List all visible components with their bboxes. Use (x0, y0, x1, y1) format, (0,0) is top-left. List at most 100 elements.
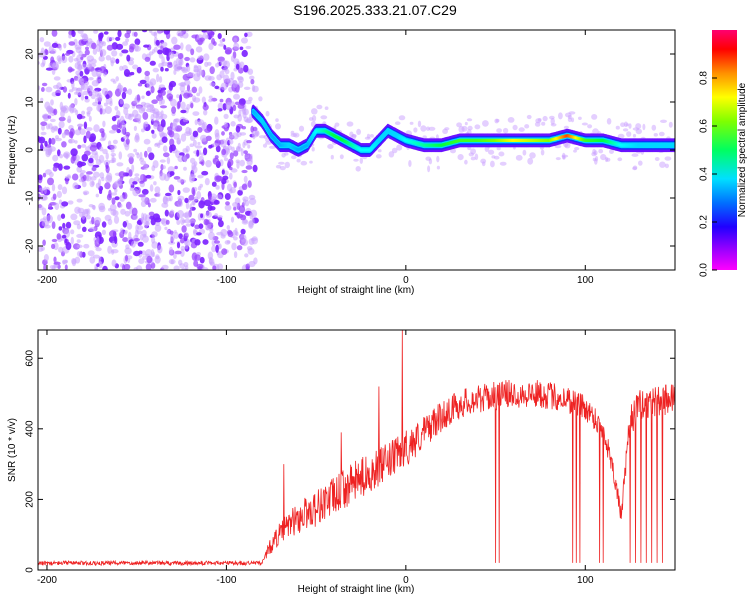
noise-dot (105, 152, 109, 160)
noise-dot (217, 33, 222, 40)
noise-dot (45, 67, 53, 71)
noise-dot (44, 140, 48, 147)
noise-dot (230, 216, 235, 223)
noise-dot (152, 160, 159, 169)
noise-dot (202, 239, 209, 245)
noise-dot (236, 161, 240, 169)
noise-dot (231, 146, 235, 152)
ridge-halo-dot (436, 165, 440, 170)
noise-dot (192, 139, 197, 147)
snr-x-ticks: -200 -100 0 100 (37, 330, 594, 586)
noise-dot (161, 136, 168, 143)
noise-dot (111, 259, 117, 267)
ridge-halo-dot (659, 161, 666, 168)
noise-dot (67, 92, 71, 99)
noise-dot (77, 207, 85, 214)
ridge-halo-dot (563, 125, 570, 130)
ridge-halo-dot (642, 123, 646, 131)
colorbar-tick-label: 0.8 (699, 71, 710, 85)
noise-dot (113, 215, 120, 224)
noise-dot (209, 261, 215, 267)
noise-dot (220, 228, 228, 237)
noise-dot (215, 185, 220, 190)
noise-dot (133, 43, 139, 52)
noise-dot (217, 102, 224, 110)
noise-dot (93, 254, 100, 259)
ridge-halo-dot (461, 125, 468, 132)
noise-dot (202, 121, 208, 130)
noise-dot (152, 67, 159, 73)
noise-dot (224, 193, 231, 200)
noise-dot (74, 98, 78, 106)
ridge-halo-dot (327, 144, 334, 149)
ridge-halo-dot (638, 160, 643, 166)
noise-dot (102, 148, 108, 155)
noise-dot (95, 182, 101, 189)
noise-dot (119, 98, 124, 105)
noise-dot (153, 31, 158, 38)
noise-dot (102, 120, 106, 128)
colorbar-ticks: 0.0 0.2 0.4 0.6 0.8 (699, 71, 717, 277)
noise-dot (79, 211, 85, 218)
ridge-halo-dot (369, 134, 374, 138)
noise-dot (240, 108, 246, 112)
noise-dot (240, 234, 247, 243)
noise-dot (223, 157, 229, 162)
noise-dot (79, 170, 86, 174)
noise-dot (179, 84, 186, 93)
noise-dot (76, 54, 84, 63)
x-tick-label: -200 (37, 575, 57, 586)
noise-dot (194, 239, 201, 246)
noise-dot (212, 265, 217, 270)
ridge-halo-dot (654, 157, 660, 161)
noise-dot (244, 253, 249, 258)
ridge-halo-dot (622, 128, 629, 132)
ridge-halo-dot (316, 104, 323, 110)
noise-dot (174, 165, 178, 170)
noise-dot (201, 137, 207, 142)
noise-dot (43, 263, 47, 270)
ridge-halo-dot (598, 149, 604, 154)
ridge-halo-dot (664, 163, 670, 169)
spectrogram-noise (38, 30, 259, 270)
noise-dot (87, 85, 94, 92)
noise-dot (99, 108, 103, 115)
noise-dot (237, 189, 243, 196)
noise-dot (85, 42, 90, 47)
noise-dot (38, 85, 41, 91)
noise-dot (176, 242, 181, 249)
noise-dot (91, 216, 95, 225)
noise-dot (122, 221, 128, 228)
y-tick-label: -20 (25, 238, 36, 253)
noise-dot (188, 194, 195, 201)
ridge-halo-dot (420, 125, 427, 132)
noise-dot (205, 34, 209, 40)
noise-dot (123, 263, 131, 270)
noise-dot (201, 170, 209, 176)
noise-dot (207, 251, 214, 260)
ridge-halo-dot (311, 146, 315, 152)
noise-dot (79, 173, 84, 177)
noise-dot (69, 128, 75, 137)
noise-dot (231, 242, 237, 251)
noise-dot (62, 222, 66, 229)
ridge-halo-dot (554, 144, 562, 149)
noise-dot (241, 219, 249, 225)
noise-dot (53, 108, 58, 116)
noise-dot (136, 153, 140, 159)
noise-dot (161, 202, 169, 208)
noise-dot (159, 126, 163, 131)
noise-dot (90, 141, 97, 147)
noise-dot (251, 236, 259, 245)
noise-dot (85, 175, 92, 182)
noise-dot (85, 146, 91, 152)
noise-dot (88, 90, 93, 97)
noise-dot (108, 159, 116, 164)
ridge-halo-dot (660, 119, 667, 124)
noise-dot (52, 84, 60, 89)
noise-dot (198, 86, 203, 94)
noise-dot (160, 119, 166, 128)
noise-dot (133, 31, 138, 37)
noise-dot (221, 178, 227, 185)
noise-dot (58, 120, 65, 129)
